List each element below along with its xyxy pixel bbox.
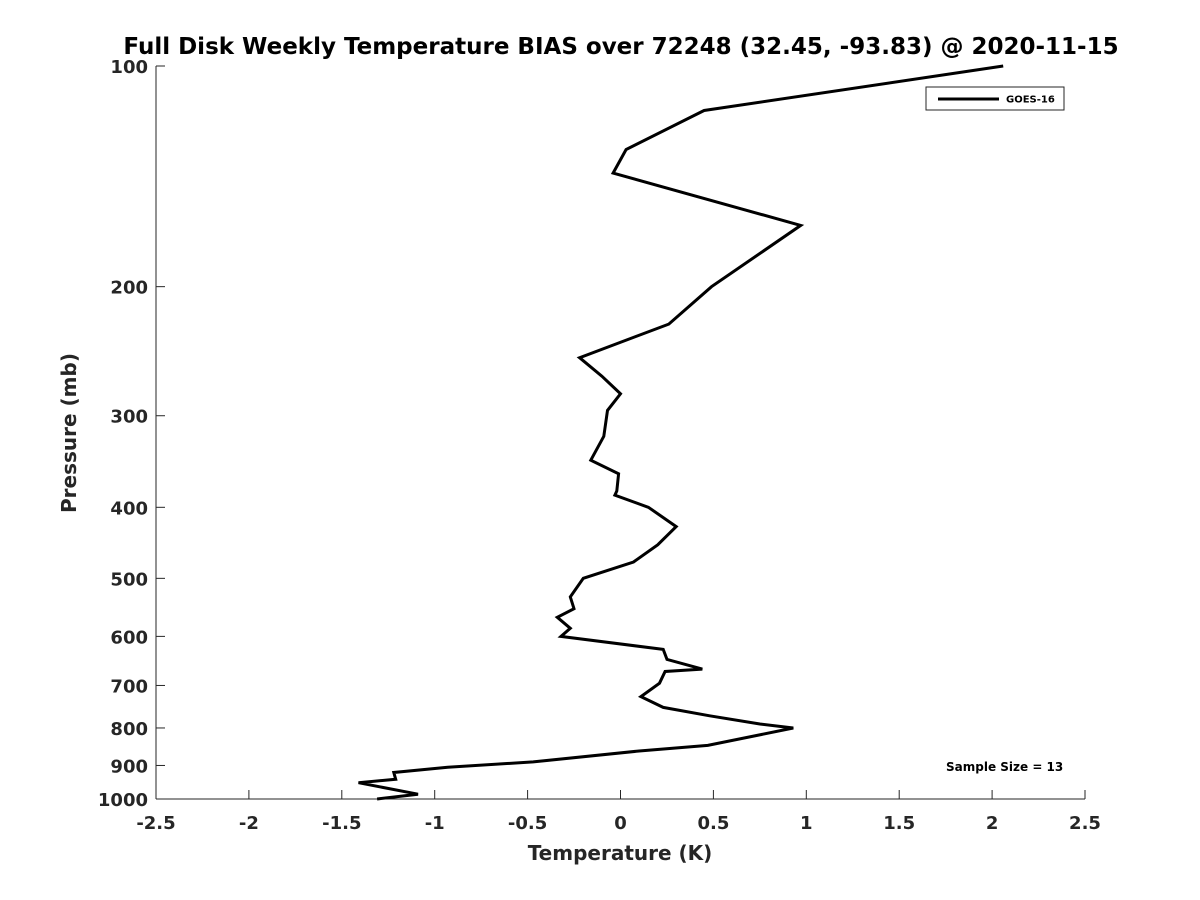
x-ticks: -2.5 -2 -1.5 -1 -0.5 0 0.5 1 1.5 2 2.5 <box>136 790 1101 834</box>
x-tick-label: 0 <box>614 813 627 834</box>
y-tick-label: 400 <box>110 498 148 519</box>
x-tick-label: -1.5 <box>322 813 361 834</box>
x-axis-label: Temperature (K) <box>528 841 713 865</box>
x-tick-label: 2 <box>986 813 999 834</box>
y-tick-label: 900 <box>110 756 148 777</box>
chart-title: Full Disk Weekly Temperature BIAS over 7… <box>123 34 1118 60</box>
x-tick-label: -2.5 <box>136 813 175 834</box>
x-tick-label: 0.5 <box>697 813 729 834</box>
series-line-goes-16 <box>358 64 1004 801</box>
plot-area <box>156 66 1085 799</box>
y-tick-label: 600 <box>110 627 148 648</box>
sample-size-annotation: Sample Size = 13 <box>946 760 1063 774</box>
legend: GOES-16 <box>925 86 1065 111</box>
legend-entry-goes-16: GOES-16 <box>1006 95 1055 106</box>
x-tick-label: -1 <box>425 813 445 834</box>
x-tick-label: -0.5 <box>508 813 547 834</box>
x-tick-label: 1 <box>800 813 813 834</box>
y-tick-label: 800 <box>110 719 148 740</box>
x-tick-label: -2 <box>239 813 259 834</box>
y-tick-label: 700 <box>110 676 148 697</box>
x-tick-label: 1.5 <box>883 813 915 834</box>
x-tick-label: 2.5 <box>1069 813 1101 834</box>
y-tick-label: 100 <box>110 57 148 78</box>
series-layer <box>358 64 1004 801</box>
y-tick-label: 500 <box>110 569 148 590</box>
y-tick-label: 200 <box>110 278 148 299</box>
y-axis-label: Pressure (mb) <box>57 353 81 513</box>
y-tick-label: 1000 <box>98 790 148 811</box>
y-tick-label: 300 <box>110 407 148 428</box>
y-ticks: 100 200 300 400 500 600 700 800 900 1000 <box>98 57 165 811</box>
